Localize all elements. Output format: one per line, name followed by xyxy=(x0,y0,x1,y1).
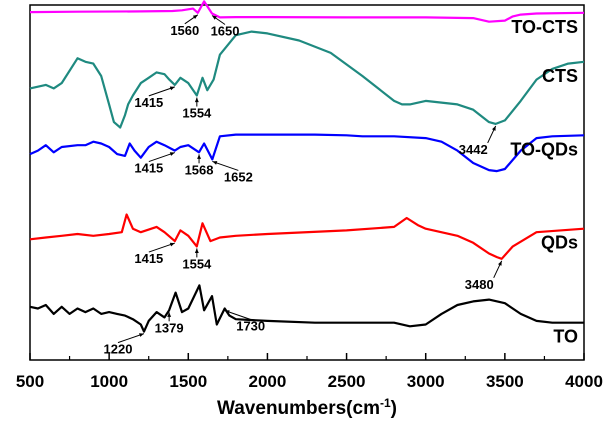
peak-arrowhead-to-1220 xyxy=(139,333,144,337)
peak-arrowhead-cts-1415 xyxy=(169,86,175,91)
peak-label-to-1730: 1730 xyxy=(236,319,265,334)
x-axis-title-text: Wavenumbers(cm xyxy=(217,398,380,419)
x-tick-label-0: 500 xyxy=(16,372,44,391)
peak-arrowhead-to-qds-1568 xyxy=(197,154,201,159)
x-tick-label-7: 4000 xyxy=(565,372,603,391)
series-line-cts xyxy=(29,30,585,129)
peak-arrowhead-qds-1415 xyxy=(169,242,175,247)
peak-arrowhead-to-1379 xyxy=(167,312,172,317)
peak-arrowhead-cts-1554 xyxy=(194,97,199,103)
x-axis-title: Wavenumbers(cm-1) xyxy=(217,396,397,419)
peak-arrowhead-to-1730 xyxy=(224,310,230,314)
peak-arrowhead-to-cts-1650 xyxy=(212,15,217,20)
series-lines xyxy=(29,0,585,333)
peak-arrowhead-qds-1554 xyxy=(194,248,199,253)
peak-label-to-1220: 1220 xyxy=(104,342,133,357)
peak-label-to-1379: 1379 xyxy=(155,320,184,335)
peak-label-to-cts-1650: 1650 xyxy=(211,24,240,39)
series-label-to-cts: TO-CTS xyxy=(511,17,578,37)
x-tick-label-2: 1500 xyxy=(169,372,207,391)
peak-label-cts-3442: 3442 xyxy=(459,142,488,157)
peak-arrowhead-cts-3442 xyxy=(492,125,496,131)
series-label-qds: QDs xyxy=(541,233,578,253)
peak-arrowhead-to-cts-1560 xyxy=(192,14,198,19)
peak-arrowhead-qds-3480 xyxy=(498,260,502,266)
peak-arrow-to-1220 xyxy=(117,333,145,344)
peak-arrowhead-to-qds-1652 xyxy=(212,161,218,165)
plot-frame xyxy=(29,4,585,361)
peak-label-to-cts-1560: 1560 xyxy=(170,23,199,38)
series-labels: TO-CTS CTS TO-QDs QDs TO xyxy=(510,17,578,347)
series-line-to-cts xyxy=(29,0,585,23)
x-tick-label-5: 3000 xyxy=(407,372,445,391)
series-label-to-qds: TO-QDs xyxy=(510,139,578,159)
peak-label-to-qds-1568: 1568 xyxy=(185,162,214,177)
peak-arrowhead-to-qds-1415 xyxy=(169,152,175,156)
series-line-qds xyxy=(29,213,585,260)
x-axis-title-close: ) xyxy=(391,398,397,419)
x-tick-label-4: 2500 xyxy=(328,372,366,391)
x-axis-title-superscript: -1 xyxy=(380,396,391,410)
series-line-to xyxy=(29,284,584,333)
peak-label-qds-1415: 1415 xyxy=(134,251,163,266)
series-label-cts: CTS xyxy=(542,66,578,86)
x-tick-label-3: 2000 xyxy=(249,372,287,391)
series-label-to: TO xyxy=(553,327,578,347)
peak-annotations: 1560 1650 1415 1554 3442 1415 1568 1652 1415 1554… xyxy=(104,14,503,357)
peak-label-qds-3480: 3480 xyxy=(465,277,494,292)
x-tick-label-6: 3500 xyxy=(486,372,524,391)
peak-label-to-qds-1415: 1415 xyxy=(134,161,163,176)
peak-label-to-qds-1652: 1652 xyxy=(224,169,253,184)
x-tick-label-1: 1000 xyxy=(90,372,128,391)
peak-label-qds-1554: 1554 xyxy=(182,256,212,271)
peak-label-cts-1554: 1554 xyxy=(182,106,212,121)
x-axis: 500 1000 1500 2000 2500 3000 3500 4000 xyxy=(16,353,603,391)
peak-label-cts-1415: 1415 xyxy=(134,95,163,110)
series-line-to-qds xyxy=(29,133,585,173)
